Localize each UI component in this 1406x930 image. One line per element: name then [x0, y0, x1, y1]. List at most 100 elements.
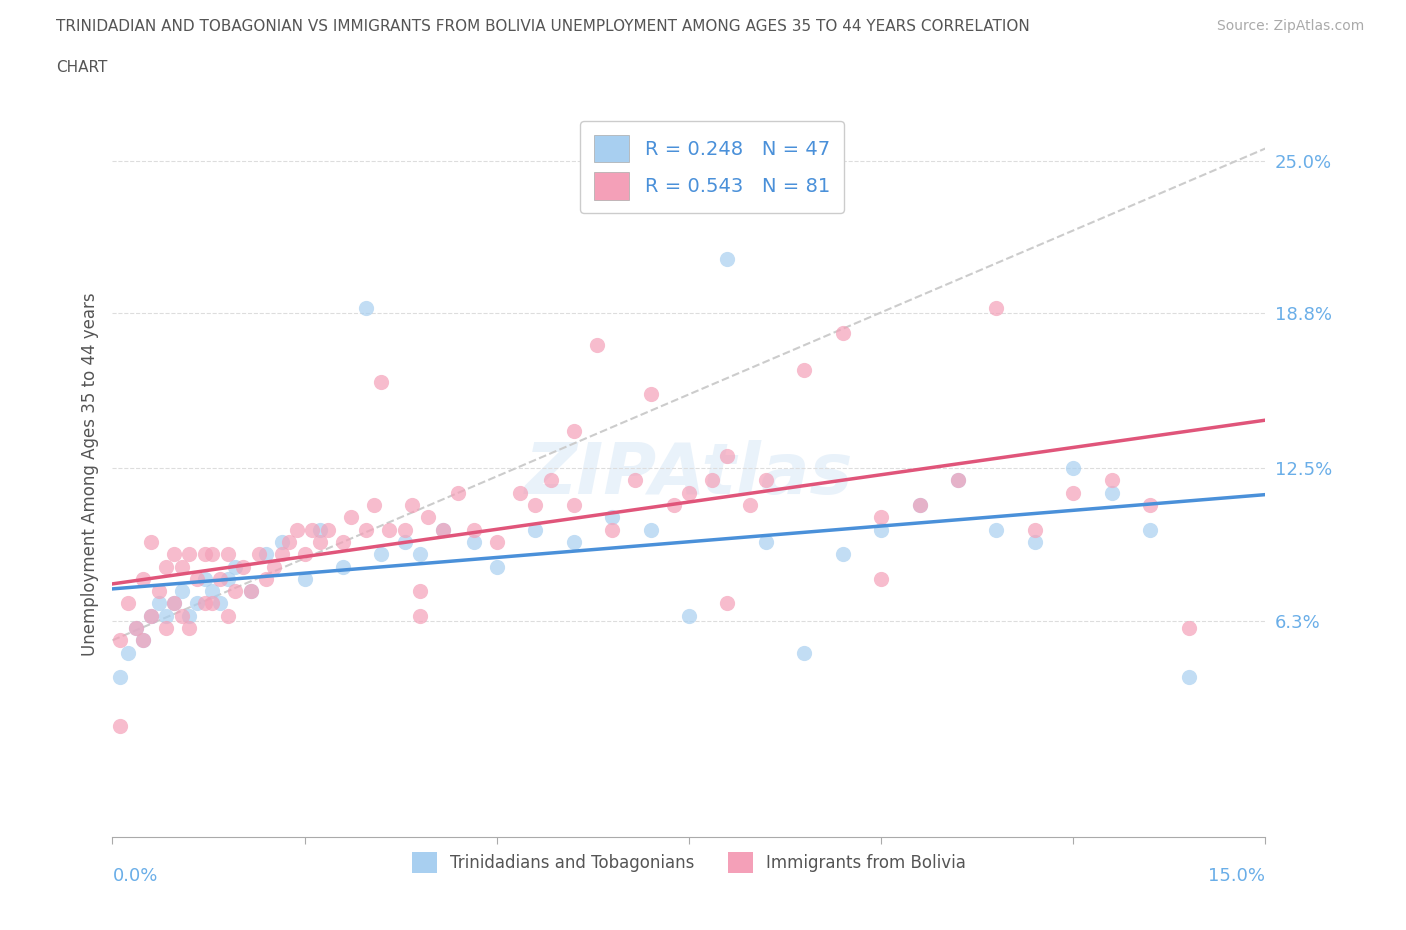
Point: [509, 485, 531, 500]
Text: TRINIDADIAN AND TOBAGONIAN VS IMMIGRANTS FROM BOLIVIA UNEMPLOYMENT AMONG AGES 35: TRINIDADIAN AND TOBAGONIAN VS IMMIGRANTS…: [56, 19, 1031, 33]
Point: [194, 596, 217, 611]
Point: [409, 584, 432, 599]
Point: [1101, 473, 1123, 488]
Point: [1062, 460, 1084, 475]
Text: CHART: CHART: [56, 60, 108, 75]
Point: [148, 596, 170, 611]
Point: [716, 252, 738, 267]
Point: [132, 632, 155, 647]
Point: [148, 584, 170, 599]
Point: [186, 571, 208, 586]
Point: [201, 584, 224, 599]
Point: [186, 596, 208, 611]
Point: [354, 301, 377, 316]
Point: [201, 547, 224, 562]
Point: [294, 571, 316, 586]
Point: [155, 608, 177, 623]
Point: [678, 608, 700, 623]
Point: [339, 510, 361, 525]
Point: [370, 375, 392, 390]
Point: [217, 608, 239, 623]
Point: [640, 387, 662, 402]
Text: Source: ZipAtlas.com: Source: ZipAtlas.com: [1216, 19, 1364, 33]
Point: [179, 547, 201, 562]
Legend: Trinidadians and Tobagonians, Immigrants from Bolivia: Trinidadians and Tobagonians, Immigrants…: [405, 845, 973, 880]
Point: [217, 571, 239, 586]
Point: [370, 547, 392, 562]
Point: [363, 498, 385, 512]
Point: [163, 547, 186, 562]
Point: [117, 645, 139, 660]
Point: [224, 559, 246, 574]
Point: [139, 608, 162, 623]
Point: [239, 584, 262, 599]
Point: [239, 584, 262, 599]
Point: [108, 719, 131, 734]
Point: [755, 535, 778, 550]
Point: [354, 522, 377, 537]
Point: [870, 571, 893, 586]
Y-axis label: Unemployment Among Ages 35 to 44 years: Unemployment Among Ages 35 to 44 years: [80, 293, 98, 656]
Point: [209, 596, 232, 611]
Point: [139, 608, 162, 623]
Point: [124, 620, 146, 635]
Point: [447, 485, 470, 500]
Point: [132, 632, 155, 647]
Point: [624, 473, 647, 488]
Point: [108, 632, 131, 647]
Point: [793, 363, 815, 378]
Point: [463, 522, 485, 537]
Point: [986, 522, 1008, 537]
Text: 15.0%: 15.0%: [1208, 867, 1265, 884]
Point: [986, 301, 1008, 316]
Point: [194, 547, 217, 562]
Point: [108, 670, 131, 684]
Point: [432, 522, 454, 537]
Point: [1024, 522, 1046, 537]
Point: [700, 473, 723, 488]
Point: [485, 559, 508, 574]
Point: [170, 584, 193, 599]
Point: [117, 596, 139, 611]
Point: [332, 559, 354, 574]
Point: [716, 448, 738, 463]
Point: [254, 547, 277, 562]
Point: [1177, 670, 1199, 684]
Text: 0.0%: 0.0%: [112, 867, 157, 884]
Point: [1101, 485, 1123, 500]
Point: [309, 522, 332, 537]
Point: [194, 571, 217, 586]
Point: [409, 547, 432, 562]
Point: [263, 559, 285, 574]
Point: [562, 424, 585, 439]
Point: [1024, 535, 1046, 550]
Point: [270, 547, 292, 562]
Text: ZIPAtlas: ZIPAtlas: [524, 440, 853, 509]
Point: [232, 559, 254, 574]
Point: [332, 535, 354, 550]
Point: [209, 571, 232, 586]
Point: [254, 571, 277, 586]
Point: [662, 498, 685, 512]
Point: [908, 498, 931, 512]
Point: [432, 522, 454, 537]
Point: [640, 522, 662, 537]
Point: [1139, 498, 1161, 512]
Point: [124, 620, 146, 635]
Point: [562, 535, 585, 550]
Point: [463, 535, 485, 550]
Point: [378, 522, 401, 537]
Point: [1062, 485, 1084, 500]
Point: [170, 608, 193, 623]
Point: [394, 522, 416, 537]
Point: [740, 498, 762, 512]
Point: [132, 571, 155, 586]
Point: [270, 535, 292, 550]
Point: [716, 596, 738, 611]
Point: [163, 596, 186, 611]
Point: [870, 522, 893, 537]
Point: [201, 596, 224, 611]
Point: [416, 510, 439, 525]
Point: [755, 473, 778, 488]
Point: [139, 535, 162, 550]
